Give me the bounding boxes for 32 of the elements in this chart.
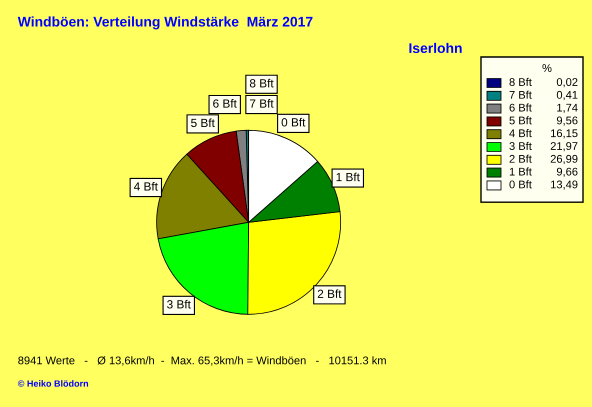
- chart-title: Windböen: Verteilung Windstärke März 2017: [18, 16, 312, 30]
- data-label: 9,56: [556, 116, 578, 126]
- data-label: 0,02: [556, 78, 578, 88]
- legend-label: 0 Bft: [509, 180, 532, 188]
- legend-title: %: [542, 64, 552, 72]
- legend-label: 3 Bft: [509, 142, 532, 150]
- legend-label: 2 Bft: [510, 154, 532, 163]
- slice-label: 2 Bft: [318, 289, 342, 298]
- legend-label: 1 Bft: [510, 167, 532, 176]
- slice-label: 6 Bft: [213, 99, 237, 108]
- chart-subtitle: Iserlohn: [409, 42, 462, 54]
- legend-label: 7 Bft: [510, 90, 532, 99]
- legend-label: 5 Bft: [509, 116, 532, 124]
- data-label: 21,97: [550, 142, 578, 152]
- data-label: 26,99: [550, 154, 578, 164]
- slice-label: 5 Bft: [191, 118, 215, 128]
- slice-label: 1 Bft: [336, 172, 360, 182]
- slice-label: 0 Bft: [282, 118, 306, 127]
- text: 8941 Werte - Ø 13,6km/h - Max. 65,3km/h = Windböen - 10151.3 km: [18, 356, 386, 366]
- slice-label: 3 Bft: [167, 300, 191, 309]
- data-label: 16,15: [551, 129, 578, 138]
- slice-label: 4 Bft: [134, 182, 158, 191]
- text: © Heiko Blödorn: [18, 380, 88, 387]
- legend-label: 4 Bft: [509, 129, 532, 138]
- category-label: 8 Bft: [250, 78, 274, 88]
- legend-label: 6 Bft: [510, 103, 532, 112]
- legend-label: 8 Bft: [509, 78, 532, 86]
- slice-label: 7 Bft: [250, 99, 274, 108]
- data-label: 13,49: [551, 180, 578, 190]
- data-label: 9,66: [556, 168, 578, 177]
- data-label: 1,74: [557, 104, 578, 113]
- data-label: 0,41: [556, 90, 578, 100]
